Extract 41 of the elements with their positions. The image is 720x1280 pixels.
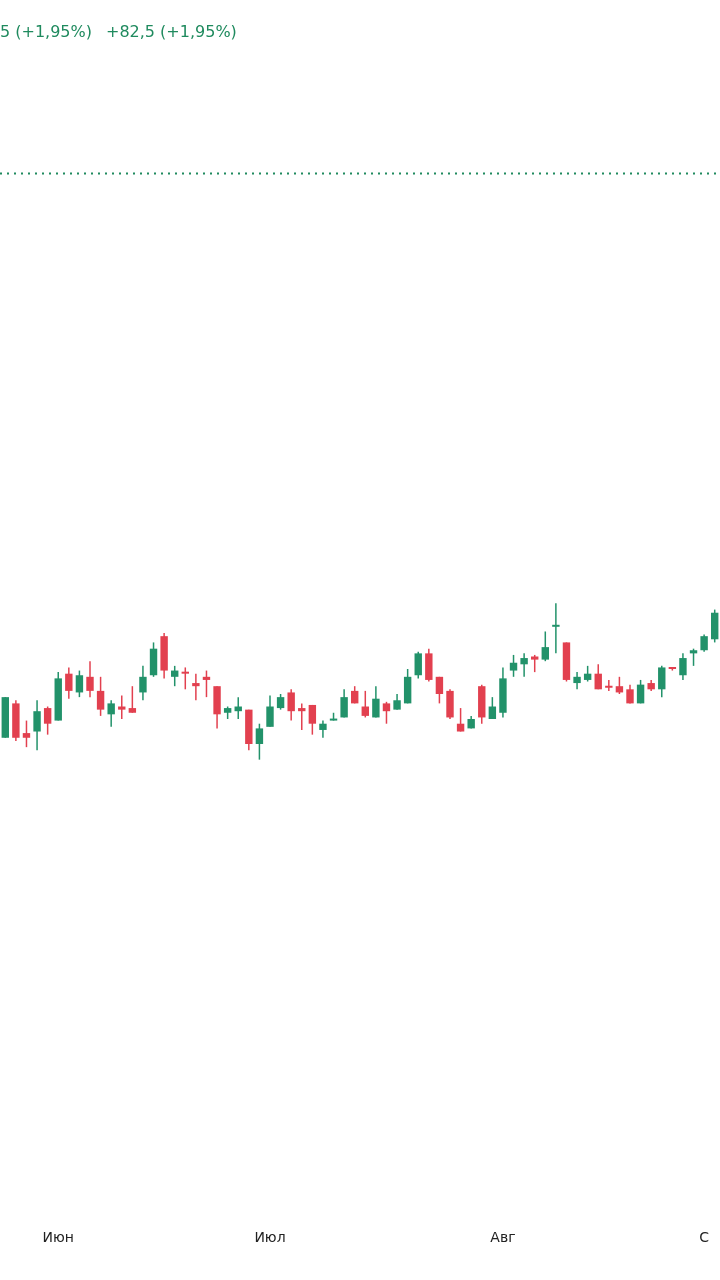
candlestick [605,679,613,692]
candlestick [22,719,31,748]
candlestick [171,665,179,687]
x-tick-label: Авг [490,1229,516,1246]
candlestick [107,699,115,728]
candlestick [139,665,147,702]
x-tick-label: Июн [42,1229,74,1246]
candlestick [118,694,126,720]
text: 5 (+1,95%) [0,22,92,41]
candlestick [86,660,94,698]
candlestick [202,669,211,698]
candlestick [96,676,105,717]
candlestick [266,694,274,728]
text: +82,5 (+1,95%) [105,22,237,41]
candlestick [65,666,73,700]
candlestick [192,672,200,702]
candlestick [382,701,391,725]
candlestick [520,652,528,678]
candlestick [541,630,549,662]
candlestick [181,666,189,691]
candlestick [372,685,380,719]
candlestick [287,688,295,722]
candlestick [456,707,465,733]
candlestick [308,704,317,736]
candlestick [75,669,84,698]
candlestick [594,663,602,691]
candlestick [255,722,264,761]
candlestick [298,702,306,731]
x-tick-label: С [699,1229,710,1246]
x-tick-label: Июл [254,1229,286,1246]
candlestick [128,685,137,714]
candlestick [414,651,422,680]
candlestick [33,699,41,752]
candlestick [552,602,560,655]
candlestick [658,665,666,698]
candlestick [509,654,518,678]
candlestick [340,688,348,719]
candlestick [435,676,444,705]
candlestick [43,705,52,736]
candlestick [679,652,687,681]
candlestick [361,690,369,719]
